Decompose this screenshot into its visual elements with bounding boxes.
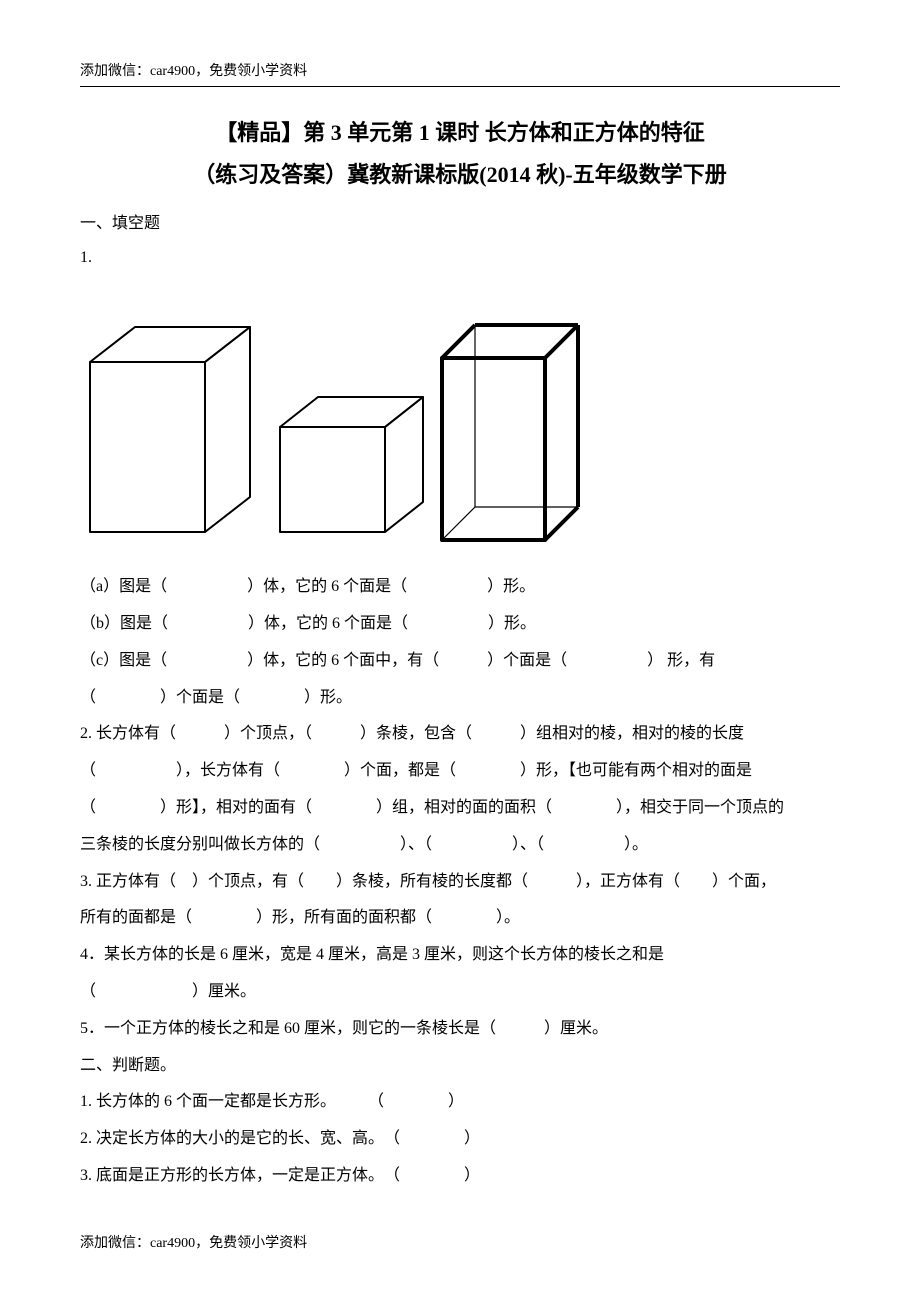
header-rule bbox=[80, 86, 840, 87]
section-1-heading: 一、填空题 bbox=[80, 207, 840, 241]
q2-text-4: 三条棱的长度分别叫做长方体的（ ）、（ ）、（ ）。 bbox=[80, 827, 840, 864]
q2-text-3: （ ）形】，相对的面有（ ）组，相对的面的面积（ ），相交于同一个顶点的 bbox=[80, 790, 840, 827]
q3-text-1: 3. 正方体有（ ）个顶点，有（ ）条棱，所有棱的长度都（ ），正方体有（ ）个… bbox=[80, 864, 840, 901]
judge-2: 2. 决定长方体的大小的是它的长、宽、高。 （ ） bbox=[80, 1121, 840, 1158]
page-title: 【精品】第 3 单元第 1 课时 长方体和正方体的特征 bbox=[80, 115, 840, 147]
shapes-figure bbox=[80, 282, 840, 557]
shape-c bbox=[442, 325, 578, 540]
q5-text: 5．一个正方体的棱长之和是 60 厘米，则它的一条棱长是（ ）厘米。 bbox=[80, 1011, 840, 1048]
q1c-text-2: （ ）个面是（ ）形。 bbox=[80, 680, 840, 717]
cuboid-shapes-svg bbox=[80, 282, 600, 552]
shape-a bbox=[90, 327, 250, 532]
judge-1: 1. 长方体的 6 个面一定都是长方形。 （ ） bbox=[80, 1084, 840, 1121]
shape-b bbox=[280, 397, 423, 532]
header-note: 添加微信：car4900，免费领小学资料 bbox=[80, 60, 840, 80]
q4-text-1: 4．某长方体的长是 6 厘米，宽是 4 厘米，高是 3 厘米，则这个长方体的棱长… bbox=[80, 937, 840, 974]
q1b-text: （b）图是（ ）体，它的 6 个面是（ ）形。 bbox=[80, 606, 840, 643]
q1c-text-1: （c）图是（ ）体，它的 6 个面中，有（ ）个面是（ ） 形，有 bbox=[80, 643, 840, 680]
q1a-text: （a）图是（ ）体，它的 6 个面是（ ）形。 bbox=[80, 569, 840, 606]
judge-3: 3. 底面是正方形的长方体，一定是正方体。 （ ） bbox=[80, 1158, 840, 1195]
q2-text-2: （ ），长方体有（ ）个面，都是（ ）形，【也可能有两个相对的面是 bbox=[80, 753, 840, 790]
q3-text-2: 所有的面都是（ ）形，所有面的面积都（ ）。 bbox=[80, 900, 840, 937]
q4-text-2: （ ）厘米。 bbox=[80, 974, 840, 1011]
section-2-heading: 二、判断题。 bbox=[80, 1048, 840, 1085]
q1-number: 1. bbox=[80, 241, 840, 275]
page-subtitle: （练习及答案）冀教新课标版(2014 秋)-五年级数学下册 bbox=[80, 157, 840, 189]
q2-text-1: 2. 长方体有（ ）个顶点，（ ）条棱，包含（ ）组相对的棱，相对的棱的长度 bbox=[80, 716, 840, 753]
footer-note: 添加微信：car4900，免费领小学资料 bbox=[80, 1232, 307, 1252]
